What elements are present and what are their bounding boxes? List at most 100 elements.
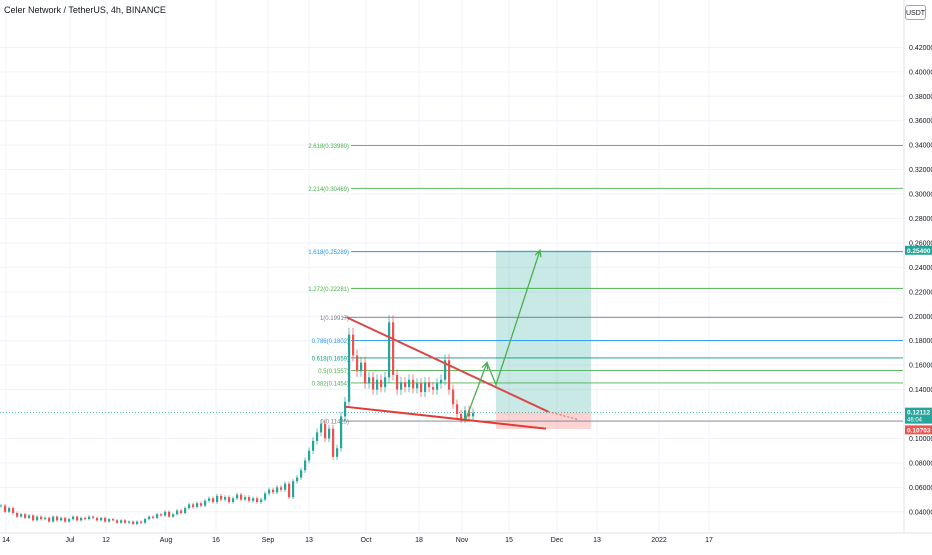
fib-label-0.382: 0.382(0.1454) — [312, 381, 349, 387]
candle — [432, 387, 435, 390]
time-tick-label: 16 — [212, 537, 220, 544]
fib-label-2.214: 2.214(0.30469) — [308, 187, 349, 193]
candle — [284, 483, 287, 490]
candle — [360, 362, 363, 372]
candle — [108, 519, 111, 522]
candle — [84, 517, 87, 520]
candle — [240, 494, 243, 500]
candle — [48, 517, 51, 522]
candle — [248, 497, 251, 501]
target-price-label: 0.25400 — [907, 248, 931, 255]
candle — [444, 360, 447, 380]
fibonacci-extension[interactable]: 0(0.11425) 0.382(0.1454) 0.5(0.1557) 0.618(… — [308, 144, 903, 426]
stop-price-label-bg — [905, 425, 932, 435]
price-tick-label: 0.24000 — [909, 265, 932, 272]
price-tick-label: 0.38000 — [909, 94, 932, 101]
candle — [348, 334, 351, 402]
candle — [436, 383, 439, 390]
candle — [32, 515, 35, 521]
candle — [212, 498, 215, 503]
price-tick-label: 0.04000 — [909, 509, 932, 516]
trendlines[interactable] — [344, 316, 579, 430]
candle — [116, 520, 119, 523]
candle — [168, 511, 171, 517]
candle — [188, 504, 191, 509]
profit-zone — [496, 250, 591, 413]
time-tick-label: Sep — [262, 537, 275, 544]
candle — [120, 520, 123, 523]
candle — [464, 410, 467, 419]
candle — [344, 401, 347, 417]
candle — [172, 514, 175, 517]
currency-button[interactable]: USDT — [905, 5, 926, 20]
fib-label-1.618: 1.618(0.25289) — [308, 250, 349, 256]
candle — [140, 521, 143, 523]
candle — [180, 510, 183, 514]
candle — [156, 514, 159, 518]
time-tick-label: 17 — [705, 537, 713, 544]
candle — [356, 355, 359, 372]
candle — [228, 497, 231, 503]
candle — [36, 516, 39, 521]
candle — [288, 483, 291, 498]
candle — [164, 511, 167, 516]
candle — [220, 495, 223, 500]
price-tick-label: 0.28000 — [909, 216, 932, 223]
candle — [304, 460, 307, 471]
price-tick-label: 0.06000 — [909, 485, 932, 492]
candle — [80, 517, 83, 521]
candle — [16, 513, 19, 517]
candle — [56, 516, 59, 521]
price-tick-label: 0.30000 — [909, 192, 932, 199]
candle — [136, 521, 139, 524]
time-axis[interactable]: 14 Jul 12 Aug 16 Sep 13 Oct 18 Nov 15 Dec 13 2022 17 — [0, 532, 932, 544]
fib-label-0: 0(0.11425) — [320, 420, 349, 426]
candle — [96, 517, 99, 521]
price-tick-label: 0.10000 — [909, 436, 932, 443]
candle — [440, 379, 443, 384]
candle — [196, 503, 199, 507]
price-tick-label: 0.22000 — [909, 289, 932, 296]
candle — [216, 495, 219, 503]
price-axis[interactable]: 0.42000 0.40000 0.38000 0.36000 0.34000 0.320… — [903, 0, 932, 533]
candle — [256, 498, 259, 503]
candle — [252, 498, 255, 501]
candle — [328, 428, 331, 439]
time-tick-label: Dec — [551, 537, 564, 544]
price-tick-label: 0.16000 — [909, 363, 932, 370]
candle — [0, 505, 3, 507]
projection-arrows[interactable] — [465, 248, 542, 420]
time-tick-label: 18 — [415, 537, 423, 544]
candle — [292, 481, 295, 498]
candle — [192, 504, 195, 507]
candle — [340, 416, 343, 449]
candle — [312, 440, 315, 451]
long-position-tool[interactable] — [496, 250, 591, 429]
candle — [100, 517, 103, 521]
candle — [24, 514, 27, 518]
candle — [60, 517, 63, 521]
price-tick-label: 0.32000 — [909, 167, 932, 174]
current-price-label: 0.12112 — [907, 410, 931, 417]
time-tick-label: Nov — [456, 537, 469, 544]
fib-label-0.618: 0.618(0.1659) — [312, 356, 349, 362]
price-tick-label: 0.18000 — [909, 338, 932, 345]
candle — [4, 505, 7, 512]
candle — [76, 516, 79, 521]
candle — [428, 382, 431, 388]
candle — [264, 493, 267, 500]
time-tick-label: 13 — [305, 537, 313, 544]
candle — [20, 514, 23, 517]
time-tick-label: Aug — [160, 537, 173, 544]
candle — [72, 516, 75, 520]
candle — [184, 508, 187, 514]
candle — [268, 489, 271, 494]
chart-title: Celer Network / TetherUS, 4h, BINANCE — [4, 5, 166, 15]
candle — [404, 382, 407, 388]
upper-trendline-extension — [547, 411, 579, 420]
time-tick-label: 14 — [2, 537, 10, 544]
candle — [452, 389, 455, 405]
candle — [236, 494, 239, 499]
